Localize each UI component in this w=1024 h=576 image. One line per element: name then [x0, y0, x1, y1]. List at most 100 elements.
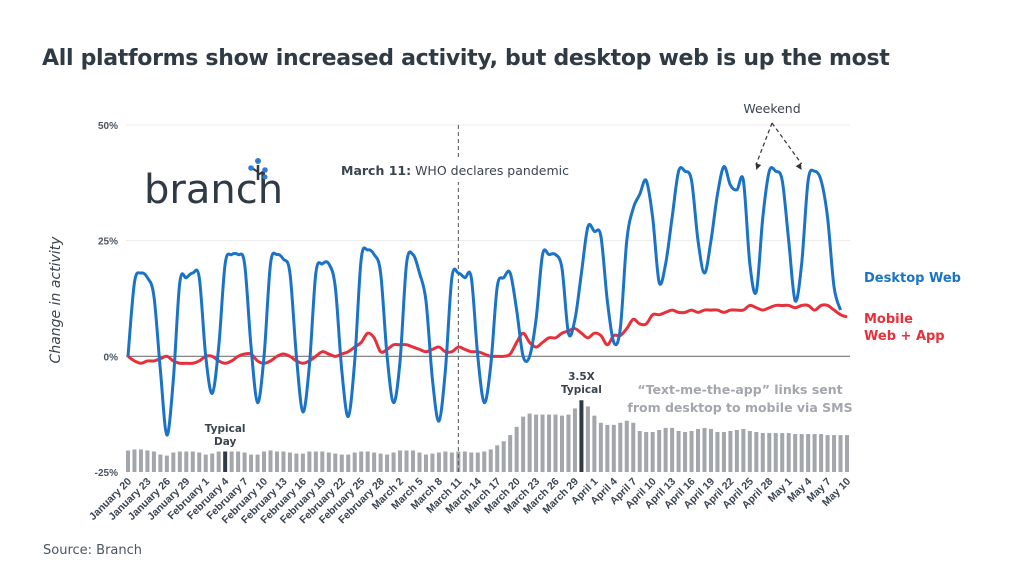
sms-bar	[624, 420, 629, 472]
sms-bar	[203, 454, 208, 472]
sms-bar	[734, 429, 739, 472]
logo-dot	[262, 174, 268, 180]
legend-mobile-web-app: Mobile Web + App	[864, 312, 945, 344]
sms-bar	[650, 432, 655, 472]
sms-bar	[307, 451, 312, 472]
march11-annotation: March 11: WHO declares pandemic	[341, 163, 569, 178]
sms-bar	[430, 453, 435, 472]
sms-bar	[767, 433, 772, 472]
sms-bar	[190, 451, 195, 472]
sms-bar	[216, 451, 221, 472]
sms-bar	[540, 414, 545, 472]
sms-bar	[352, 452, 357, 472]
sms-bar	[598, 422, 603, 472]
sms-bar	[799, 434, 804, 472]
sms-bar	[793, 434, 798, 472]
sms-bar	[838, 435, 843, 472]
sms-bar	[184, 451, 189, 472]
sms-bar	[605, 424, 610, 472]
sms-bar	[171, 452, 176, 472]
sms-bar	[164, 455, 169, 472]
sms-bar	[501, 441, 506, 472]
sms-bar	[372, 452, 377, 472]
sms-bar	[844, 435, 850, 472]
sms-bar	[741, 428, 746, 472]
sms-bar	[287, 452, 292, 472]
sms-bar	[676, 431, 681, 472]
sms-bar	[663, 427, 668, 472]
sms-bar	[806, 434, 811, 472]
sms-bar	[572, 408, 577, 472]
sms-bar	[378, 453, 383, 472]
sms-bar	[158, 454, 163, 472]
desktop-web-line	[126, 165, 842, 437]
sms-bar	[411, 450, 416, 472]
sms-bar	[262, 451, 267, 472]
sms-bar	[313, 451, 318, 472]
weekend-arrows	[755, 122, 803, 170]
sms-bar	[721, 432, 726, 472]
sms-bar	[702, 427, 707, 472]
sms-bar	[559, 415, 564, 472]
sms-bar	[670, 427, 675, 472]
sms-bar	[138, 449, 143, 472]
sms-bar	[462, 451, 467, 472]
sms-bar	[773, 433, 778, 472]
sms-bar	[365, 451, 370, 472]
weekend-arrowhead-icon	[795, 163, 802, 170]
logo-text: branch	[144, 167, 283, 213]
weekend-arrow-line	[771, 122, 803, 165]
sms-bar	[449, 452, 454, 472]
sms-bar	[715, 432, 720, 472]
sms-bar	[125, 450, 131, 472]
branch-logo: branch	[144, 158, 283, 213]
y-axis-ticks: 50% 25% 0% -25%	[95, 121, 118, 479]
logo-dot	[248, 165, 254, 171]
sms-bar	[268, 450, 273, 472]
sms-bar	[281, 451, 286, 472]
sms-bar	[618, 422, 623, 472]
sms-bar	[644, 432, 649, 472]
sms-bar	[585, 406, 590, 472]
sms-bar	[495, 445, 500, 472]
sms-bar	[696, 428, 701, 472]
sms-bar	[229, 451, 234, 472]
sms-bar	[210, 453, 215, 472]
sms-bar	[469, 452, 474, 472]
logo-dot	[255, 158, 261, 164]
sms-bar	[832, 435, 837, 472]
sms-bar	[417, 452, 422, 472]
sms-bar	[385, 454, 390, 472]
sms-bar	[359, 451, 364, 472]
y-tick-label: 50%	[98, 121, 118, 132]
sms-bar	[689, 431, 694, 472]
sms-bar	[242, 452, 247, 472]
sms-bar	[177, 451, 182, 472]
sms-bar	[436, 452, 441, 472]
peak-annotation: 3.5X Typical	[561, 371, 602, 396]
sms-bar	[236, 451, 241, 472]
march11-label-bg	[334, 160, 582, 182]
sms-bar	[553, 414, 558, 472]
sms-bar	[346, 454, 351, 472]
sms-bar	[592, 415, 597, 472]
sms-bar	[482, 451, 487, 472]
sms-bar	[391, 452, 396, 472]
y-tick-label: 25%	[98, 237, 118, 248]
sms-bar	[508, 435, 513, 472]
legend-desktop-web: Desktop Web	[864, 271, 961, 286]
sms-bar	[255, 454, 260, 472]
weekend-annotation: Weekend	[743, 101, 800, 116]
sms-bar	[197, 452, 202, 472]
mobile-web-app-line	[127, 303, 848, 365]
sms-bar	[754, 432, 759, 472]
sms-bar	[825, 435, 830, 472]
y-tick-label: 0%	[104, 352, 119, 363]
weekend-arrowhead-icon	[755, 163, 762, 170]
sms-bar	[534, 414, 539, 472]
typical-day-annotation: Typical Day	[205, 423, 246, 448]
logo-dot	[262, 167, 268, 173]
sms-bar	[475, 452, 480, 472]
sms-bar	[514, 426, 519, 472]
